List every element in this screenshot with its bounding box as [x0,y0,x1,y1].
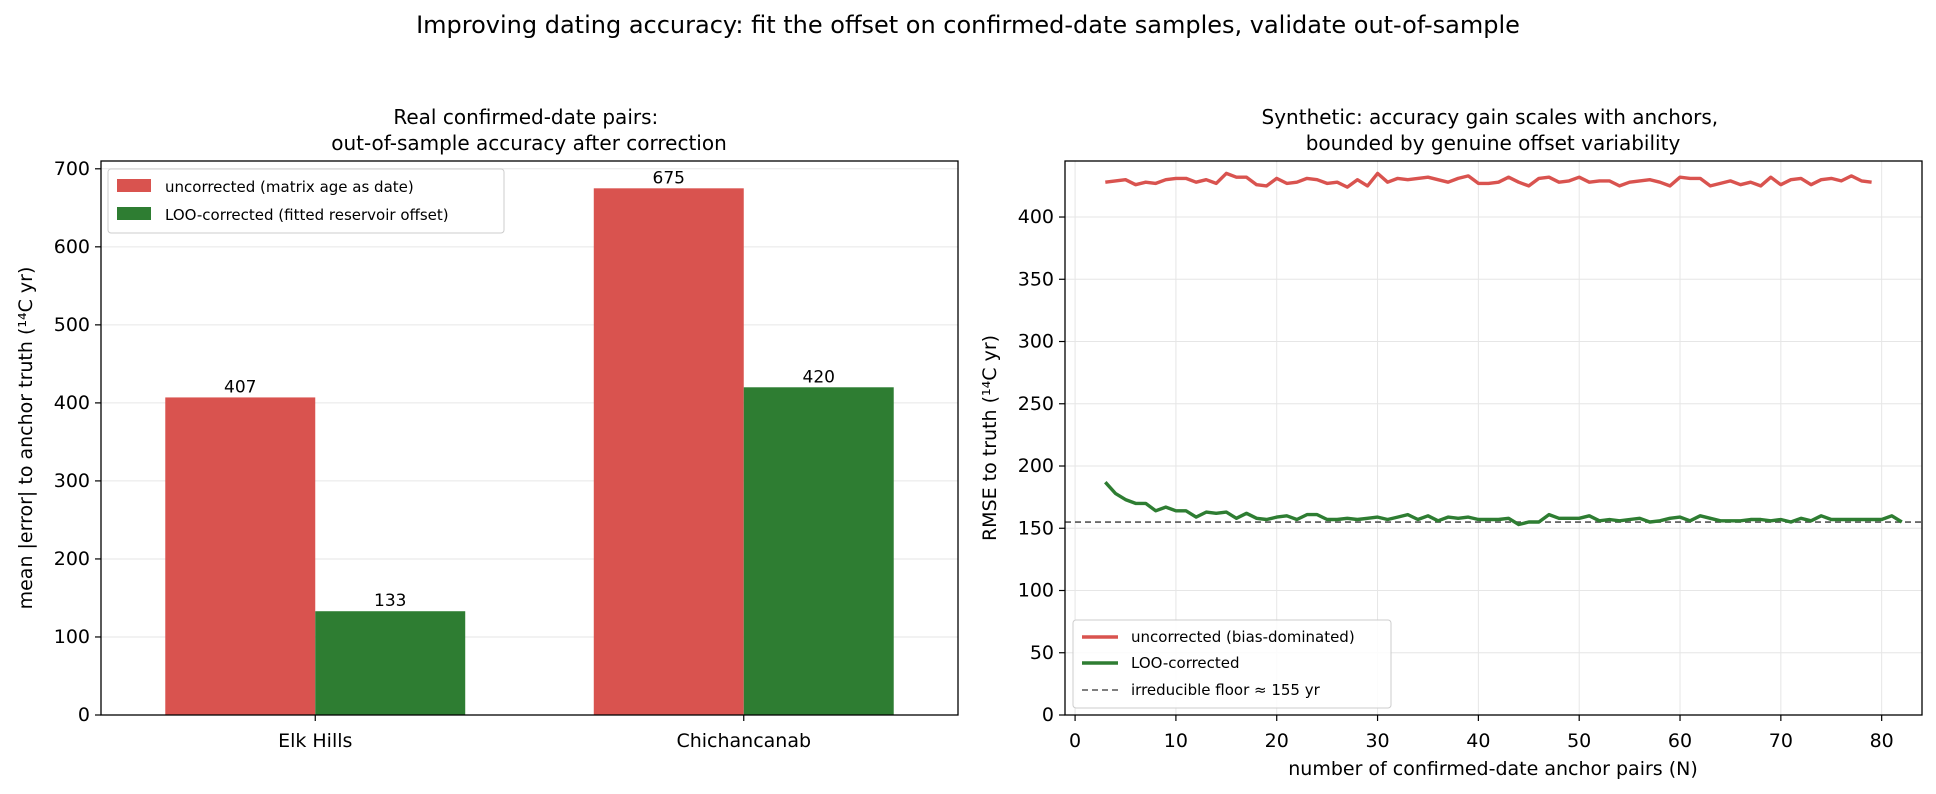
right-y-axis-label: RMSE to truth (¹⁴C yr) [979,335,1001,541]
right-y-tick-label: 350 [1018,268,1054,290]
left-y-tick-label: 100 [54,626,90,648]
left-y-tick-label: 400 [54,392,90,414]
left-y-axis-label: mean |error| to anchor truth (¹⁴C yr) [15,267,37,610]
bar-data-label: 420 [803,367,835,387]
bar-elk-hills-uncorrected [165,397,316,715]
left-x-tick-label: Elk Hills [278,730,352,752]
left-y-tick-label: 0 [78,704,90,726]
right-line-chart: 0 50 100 150 200 250 300 350 400 0 10 20 30 40 50 60 70… [979,105,1923,780]
left-y-tick-label: 600 [54,236,90,258]
right-x-axis-label: number of confirmed-date anchor pairs (N… [1288,758,1698,780]
right-y-tick-label: 100 [1018,580,1054,602]
left-y-tick-label: 300 [54,470,90,492]
right-y-tick-label: 300 [1018,331,1054,353]
bar-chichancanab-uncorrected [593,188,744,715]
right-y-tick-label: 50 [1030,642,1054,664]
left-bars [165,188,894,715]
legend-label-loo-corrected: LOO-corrected (fitted reservoir offset) [165,206,449,224]
right-axes-frame [1064,160,1923,716]
legend-swatch-uncorrected [117,179,151,192]
right-legend: uncorrected (bias-dominated) LOO-correct… [1072,619,1392,709]
bar-elk-hills-loo-corrected [315,611,466,715]
bar-data-label: 133 [374,591,406,611]
bar-data-label: 407 [224,377,256,397]
legend-label-uncorrected-bias: uncorrected (bias-dominated) [1131,628,1355,646]
uncorrected-line [1105,171,1872,189]
bar-chichancanab-loo-corrected [743,387,894,715]
legend-label-loo-corrected-line: LOO-corrected [1131,654,1240,672]
right-y-tick-label: 150 [1018,517,1054,539]
legend-label-uncorrected: uncorrected (matrix age as date) [165,178,414,196]
right-x-tick-label: 50 [1567,730,1591,752]
right-x-tick-label: 10 [1164,730,1188,752]
right-x-tick-label: 40 [1466,730,1490,752]
right-x-tick-label: 70 [1769,730,1793,752]
right-y-ticks: 0 50 100 150 200 250 300 350 400 [1018,206,1065,726]
right-x-tick-label: 20 [1265,730,1289,752]
left-legend: uncorrected (matrix age as date) LOO-cor… [107,168,505,234]
legend-swatch-loo-corrected [117,207,151,220]
left-chart-title: Real confirmed-date pairs: out-of-sample… [331,105,727,155]
left-y-tick-label: 700 [54,158,90,180]
left-y-ticks: 0 100 200 300 400 500 600 700 [54,158,101,726]
right-x-ticks: 0 10 20 30 40 50 60 70 80 [1069,715,1894,752]
right-x-tick-label: 0 [1069,730,1081,752]
right-y-tick-label: 400 [1018,206,1054,228]
left-bar-data-labels: 407 133 675 420 [224,168,835,611]
right-series-lines [1065,171,1922,527]
left-legend-box [107,168,505,234]
left-y-tick-label: 200 [54,548,90,570]
right-x-tick-label: 80 [1870,730,1894,752]
left-axes-frame [100,160,959,716]
loo-corrected-line [1104,481,1903,527]
right-x-tick-label: 30 [1365,730,1389,752]
right-legend-box [1072,619,1392,709]
left-y-tick-label: 500 [54,314,90,336]
right-x-tick-label: 60 [1668,730,1692,752]
legend-label-floor: irreducible floor ≈ 155 yr [1131,681,1321,699]
right-y-tick-label: 250 [1018,393,1054,415]
left-bar-chart: 407 133 675 420 0 100 200 300 400 500 600 700 Elk … [15,105,959,752]
right-y-tick-label: 200 [1018,455,1054,477]
left-x-ticks: Elk Hills Chichancanab [278,715,811,752]
right-chart-title: Synthetic: accuracy gain scales with anc… [1262,105,1725,155]
bar-data-label: 675 [653,168,685,188]
left-x-tick-label: Chichancanab [676,730,811,752]
figure-suptitle: Improving dating accuracy: fit the offse… [416,11,1520,39]
right-y-tick-label: 0 [1042,704,1054,726]
